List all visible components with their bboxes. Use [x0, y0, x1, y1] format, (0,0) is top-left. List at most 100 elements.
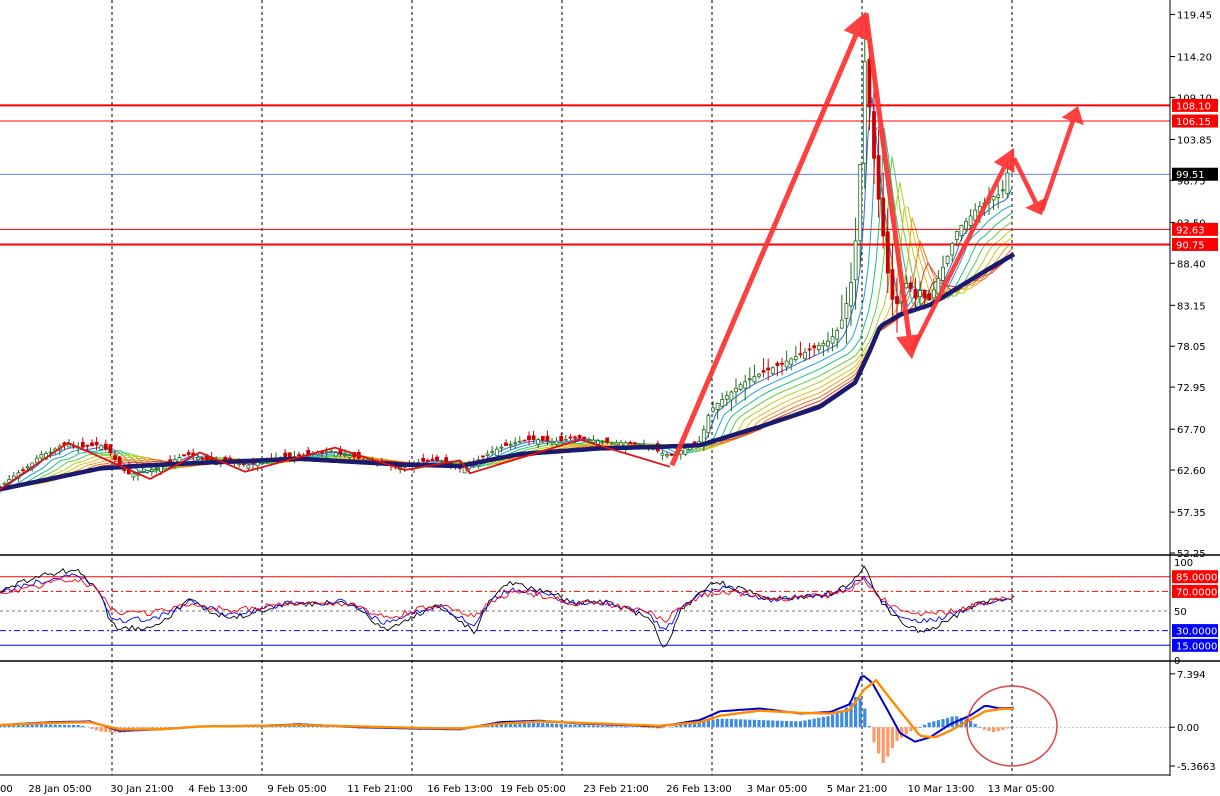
macd-histogram-bar — [711, 719, 715, 728]
macd-histogram-bar — [918, 726, 922, 728]
candle-body — [669, 453, 674, 456]
macd-histogram-bar — [164, 727, 168, 729]
candle-body — [531, 435, 536, 440]
macd-histogram-bar — [578, 725, 582, 728]
rsi-level-tag: 85.0000 — [1176, 573, 1217, 584]
time-tick-label: 19 Feb 05:00 — [500, 784, 566, 795]
macd-histogram-bar — [518, 723, 522, 728]
candle-body — [550, 440, 554, 443]
candle-body — [246, 464, 251, 469]
macd-histogram-bar — [872, 727, 876, 743]
candle-body — [858, 164, 863, 242]
macd-histogram-bar — [72, 724, 76, 728]
price-level-tag-bg — [1172, 222, 1218, 236]
macd-histogram-bar — [62, 724, 66, 728]
macd-histogram-bar — [679, 724, 683, 728]
candle-body — [508, 443, 513, 446]
candle-body — [720, 398, 725, 407]
time-tick-label: 00 — [0, 784, 13, 795]
candle-body — [582, 436, 587, 440]
price-level-tag: 108.10 — [1176, 101, 1211, 112]
macd-histogram-bar — [757, 719, 761, 728]
candle-body — [803, 351, 807, 359]
candle-body — [481, 455, 485, 458]
candle-body — [724, 395, 729, 400]
macd-histogram-bar — [53, 724, 57, 728]
macd-histogram-bar — [950, 716, 954, 728]
price-tick-label: 114.20 — [1177, 52, 1212, 63]
macd-histogram-bar — [725, 718, 729, 728]
candle-body — [297, 454, 301, 457]
macd-histogram-bar — [877, 727, 881, 754]
candle-body — [159, 465, 163, 473]
candle-body — [835, 330, 840, 340]
candle-body — [287, 452, 292, 458]
candle-body — [573, 436, 577, 439]
macd-histogram-bar — [596, 725, 600, 728]
macd-histogram-bar — [555, 723, 559, 728]
candle-body — [839, 319, 844, 329]
time-tick-label: 16 Feb 13:00 — [427, 784, 493, 795]
price-tick-label: 57.35 — [1177, 508, 1206, 519]
macd-histogram-bar — [12, 725, 16, 728]
macd-histogram-bar — [771, 720, 775, 728]
macd-histogram-bar — [545, 723, 549, 728]
candle-body — [25, 466, 30, 469]
macd-histogram-bar — [95, 727, 99, 731]
macd-histogram-bar — [766, 720, 770, 728]
candle-body — [954, 231, 959, 240]
macd-histogram-bar — [587, 725, 591, 728]
candle-body — [90, 442, 94, 447]
candle-body — [131, 473, 136, 478]
time-tick-label: 5 Mar 21:00 — [827, 784, 887, 795]
macd-histogram-bar — [688, 723, 692, 728]
zigzag-annotation — [0, 438, 671, 491]
circle-annotation — [966, 685, 1058, 767]
macd-histogram-bar — [992, 727, 996, 732]
candle-body — [757, 373, 761, 377]
candle-body — [632, 442, 637, 445]
candle-body — [922, 290, 927, 299]
macd-histogram-bar — [762, 720, 766, 728]
candle-body — [660, 452, 665, 456]
macd-histogram-bar — [743, 719, 747, 728]
candle-body — [706, 415, 711, 434]
macd-panel — [0, 674, 1170, 767]
price-level-tag: 90.75 — [1176, 240, 1205, 251]
rsi-line — [0, 578, 1015, 623]
candle-body — [918, 290, 922, 298]
candle-body — [904, 283, 909, 289]
macd-histogram-bar — [817, 717, 821, 728]
ma-line — [0, 124, 1013, 488]
macd-histogram-bar — [605, 726, 609, 728]
candle-body — [959, 224, 964, 237]
candle-body — [48, 451, 53, 454]
rsi-level-tag-bg — [1172, 570, 1218, 584]
candle-body — [421, 457, 426, 462]
candle-body — [177, 457, 182, 463]
macd-histogram-bar — [936, 720, 940, 728]
macd-histogram-bar — [159, 727, 163, 729]
rsi-tick-label: 0 — [1174, 656, 1180, 667]
rsi-line — [0, 573, 1015, 631]
macd-histogram-bar — [49, 724, 53, 728]
macd-histogram-bar — [44, 724, 48, 728]
candle-body — [347, 455, 352, 458]
macd-histogram-bar — [614, 726, 618, 728]
macd-histogram-bar — [522, 723, 526, 728]
candle-body — [435, 456, 439, 461]
candle-body — [628, 441, 633, 444]
macd-histogram-bar — [973, 723, 977, 728]
candle-body — [577, 435, 582, 439]
candle-body — [908, 282, 913, 289]
macd-histogram-bar — [720, 718, 724, 728]
candle-body — [485, 453, 490, 456]
candle-body — [596, 440, 600, 445]
macd-histogram-bar — [812, 718, 816, 728]
candle-body — [812, 345, 817, 349]
trend-arrow — [1039, 106, 1084, 212]
rsi-level-tag-bg — [1172, 638, 1218, 652]
vertical-grid — [111, 0, 1013, 775]
macd-histogram-bar — [573, 724, 577, 728]
candle-body — [964, 220, 968, 230]
